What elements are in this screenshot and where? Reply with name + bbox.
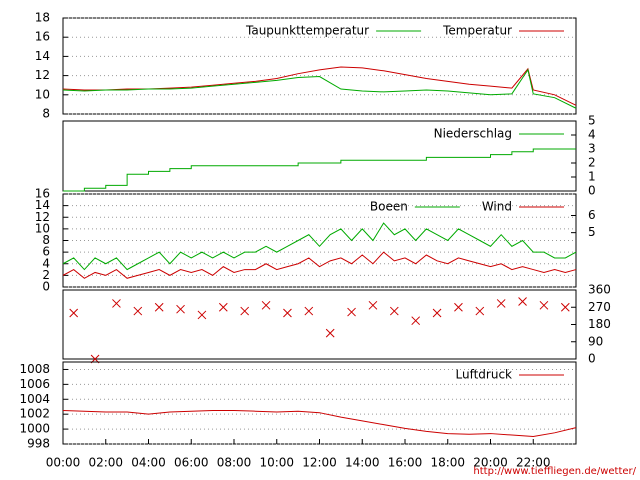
y-tick-label: 10 (35, 221, 50, 235)
legend-label: Luftdruck (455, 368, 512, 382)
point-marker (411, 316, 421, 326)
y-tick-label: 16 (35, 30, 50, 44)
y-tick-label: 998 (27, 437, 50, 451)
y-tick-label: 2 (42, 268, 50, 282)
y2-tick-label: 360 (588, 283, 611, 297)
panel-frame (62, 120, 577, 192)
y-tick-label: 8 (42, 107, 50, 121)
y-tick-label: 14 (35, 198, 50, 212)
point-marker (112, 299, 121, 308)
point-marker (518, 297, 527, 306)
y2-tick-label: 270 (588, 300, 611, 314)
legend-label: Taupunkttemperatur (245, 24, 369, 38)
x-tick-label: 20:00 (473, 456, 508, 470)
y2-tick-label: 5 (588, 225, 596, 239)
y-tick-label: 10 (35, 87, 50, 101)
x-tick-label: 02:00 (88, 456, 123, 470)
point-marker (154, 302, 164, 312)
point-marker (283, 308, 292, 318)
series-line (62, 251, 577, 279)
y-tick-label: 16 (35, 187, 50, 201)
point-marker (560, 302, 570, 312)
point-marker (389, 306, 399, 316)
y-tick-label: 0 (42, 280, 50, 294)
y-tick-label: 12 (35, 68, 50, 82)
x-tick-label: 14:00 (345, 456, 380, 470)
y-tick-label: 1000 (19, 422, 50, 436)
y2-tick-label: 5 (588, 114, 596, 128)
point-marker (176, 304, 185, 314)
x-tick-label: 10:00 (259, 456, 294, 470)
legend-label: Temperatur (442, 24, 512, 38)
point-marker (261, 300, 271, 310)
y-tick-label: 1008 (19, 362, 50, 376)
y-tick-label: 1006 (19, 377, 50, 391)
y-tick-label: 12 (35, 210, 50, 224)
y2-tick-label: 1 (588, 170, 596, 184)
x-tick-label: 04:00 (131, 456, 166, 470)
y2-tick-label: 90 (588, 334, 603, 348)
point-marker (475, 306, 485, 316)
y2-tick-label: 4 (588, 128, 596, 142)
y-tick-label: 18 (35, 11, 50, 25)
point-marker (197, 310, 207, 320)
legend-label: Boeen (370, 200, 408, 214)
y2-tick-label: 2 (588, 156, 596, 170)
y-tick-label: 1002 (19, 407, 50, 421)
x-tick-label: 08:00 (217, 456, 252, 470)
x-tick-label: 16:00 (388, 456, 423, 470)
point-marker (240, 306, 250, 316)
point-marker (133, 306, 143, 316)
legend-label: Niederschlag (434, 127, 512, 141)
point-marker (454, 302, 463, 312)
x-tick-label: 06:00 (174, 456, 209, 470)
point-marker (218, 302, 228, 312)
y2-tick-label: 3 (588, 142, 596, 156)
x-tick-label: 00:00 (46, 456, 81, 470)
y-tick-label: 6 (42, 245, 50, 259)
point-marker (347, 307, 356, 317)
y-tick-label: 14 (35, 49, 50, 63)
y-tick-label: 1004 (19, 392, 50, 406)
footer-link[interactable]: http://www.tieffliegen.de/wetter/ (473, 466, 636, 477)
series-line (63, 148, 576, 192)
y-tick-label: 4 (42, 256, 50, 270)
point-marker (496, 299, 506, 308)
point-marker (432, 308, 442, 318)
point-marker (325, 328, 335, 338)
y2-tick-label: 6 (588, 208, 596, 222)
y2-tick-label: 0 (588, 352, 596, 366)
x-tick-label: 12:00 (302, 456, 337, 470)
y-tick-label: 8 (42, 233, 50, 247)
legend-label: Wind (482, 200, 512, 214)
panel-frame (62, 17, 577, 115)
point-marker (368, 300, 378, 310)
series-line (62, 68, 577, 109)
y2-tick-label: 180 (588, 317, 611, 331)
point-marker (539, 300, 549, 310)
point-marker (304, 306, 314, 316)
x-tick-label: 22:00 (516, 456, 551, 470)
point-marker (69, 308, 79, 318)
x-tick-label: 18:00 (430, 456, 465, 470)
series-line (62, 222, 577, 271)
series-line (62, 409, 577, 438)
y2-tick-label: 0 (588, 184, 596, 198)
